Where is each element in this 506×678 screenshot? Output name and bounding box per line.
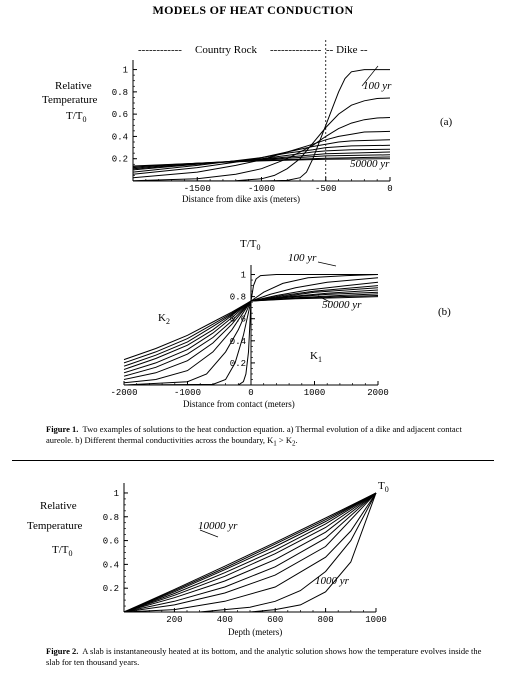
series-line-3 [123,277,379,386]
xlabel-b: Distance from contact (meters) [183,399,295,409]
x-tick-label: -1000 [174,388,201,398]
series-line-10 [123,295,379,364]
leader-b-100yr [317,261,337,267]
x-tick-label: -2000 [110,388,137,398]
series-line-2 [132,97,391,182]
panel-label-a: (a) [440,116,453,128]
header-mid-dashes: -------------- [270,44,322,56]
x-tick-label: 400 [217,615,233,625]
curve-label-c-10000yr: 10000 yr [198,520,238,532]
series-line-8 [123,291,379,370]
header-country-rock: Country Rock [195,44,258,56]
series-line-11 [123,492,377,613]
y-tick-label: 0.6 [103,537,119,547]
x-tick-label: -500 [315,184,337,194]
series-line-8 [123,492,377,613]
curve-label-a-100yr: 100 yr [363,80,392,92]
series-line-7 [123,492,377,613]
x-tick-label: 600 [267,615,283,625]
y-tick-label: 0.2 [112,155,128,165]
ylabel-temperature: Temperature [42,94,98,106]
ylabel-ratio: T/T0 [66,110,87,125]
series-line-1 [124,492,377,613]
leader-c-10000yr [199,529,219,538]
series-line-9 [123,293,379,367]
x-tick-label: 800 [317,615,333,625]
series-line-6 [123,287,379,377]
ylabel-relative: Relative [55,80,92,92]
series-line-2 [124,492,377,613]
x-tick-label: 1000 [304,388,326,398]
chart-a: -1500 -1000 -500 0 0.2 0.4 0.6 0.8 1 [112,40,393,194]
series-line-6 [123,492,377,613]
curve-label-c-1000yr: 1000 yr [315,575,349,587]
header-dike: -- Dike -- [326,44,368,56]
y-tick-label: 0.2 [230,359,246,369]
y-tick-label: 1 [114,489,119,499]
series-line-4 [123,281,379,384]
x-tick-label: 0 [387,184,392,194]
y-tick-label: 1 [241,271,246,281]
figure2-caption: Figure 2. A slab is instantaneously heat… [46,646,482,667]
x-tick-label: 0 [248,388,253,398]
region-label-k2: K2 [158,312,170,327]
series-line-1 [133,69,390,182]
xlabel-c: Depth (meters) [228,627,283,637]
series-line-5 [132,139,391,175]
y-tick-label: 0.4 [103,560,119,570]
x-tick-label: 2000 [367,388,389,398]
divider [12,460,494,461]
y-tick-label: 0.6 [230,315,246,325]
xlabel-a: Distance from dike axis (meters) [182,194,300,204]
y-tick-label: 0.4 [112,132,128,142]
y-tick-label: 0.8 [112,88,128,98]
ylabel2-ratio: T/T0 [52,544,73,559]
series-line-3 [132,117,391,182]
x-tick-label: -1500 [184,184,211,194]
end-label-t0: T0 [378,480,389,495]
page-title: MODELS OF HEAT CONDUCTION [152,3,354,17]
series-line-4 [123,492,377,613]
series-line-3 [123,492,377,613]
curve-label-a-50000yr: 50000 yr [350,158,390,170]
x-tick-label: 200 [166,615,182,625]
series-line-6 [132,144,391,173]
x-tick-label: -1000 [248,184,275,194]
curve-label-b-100yr: 100 yr [288,252,317,264]
figure1-caption: Figure 1. Two examples of solutions to t… [46,424,462,448]
chart-c: 200 400 600 800 1000 0.2 0.4 0.6 0.8 1 [103,483,387,625]
series-line-10 [123,492,377,613]
ylabel2-temperature: Temperature [27,520,83,532]
series-line-11 [123,296,379,361]
x-tick-label: 1000 [365,615,387,625]
ylabel-b: T/T0 [240,238,261,253]
series-line-9 [123,492,377,613]
panel-label-b: (b) [438,306,451,318]
y-tick-label: 0.6 [112,110,128,120]
series-line-7 [123,289,379,374]
y-tick-label: 0.2 [103,584,119,594]
chart-b: -2000 -1000 0 1000 2000 0.2 0.4 0.6 0.8 1 [110,261,389,398]
ylabel2-relative: Relative [40,500,77,512]
leader-a-100yr [361,65,379,87]
series-line-4 [132,130,391,179]
region-label-k1: K1 [310,350,322,365]
curve-label-b-50000yr: 50000 yr [322,299,362,311]
y-tick-label: 0.4 [230,337,246,347]
y-tick-label: 1 [123,66,128,76]
series-line-5 [123,285,379,380]
header-left-dashes: ------------ [138,44,182,56]
series-line-11 [132,158,391,167]
leader-b-50000yr [317,295,331,303]
series-line-5 [123,492,377,613]
y-tick-label: 0.8 [230,293,246,303]
y-tick-label: 0.8 [103,513,119,523]
